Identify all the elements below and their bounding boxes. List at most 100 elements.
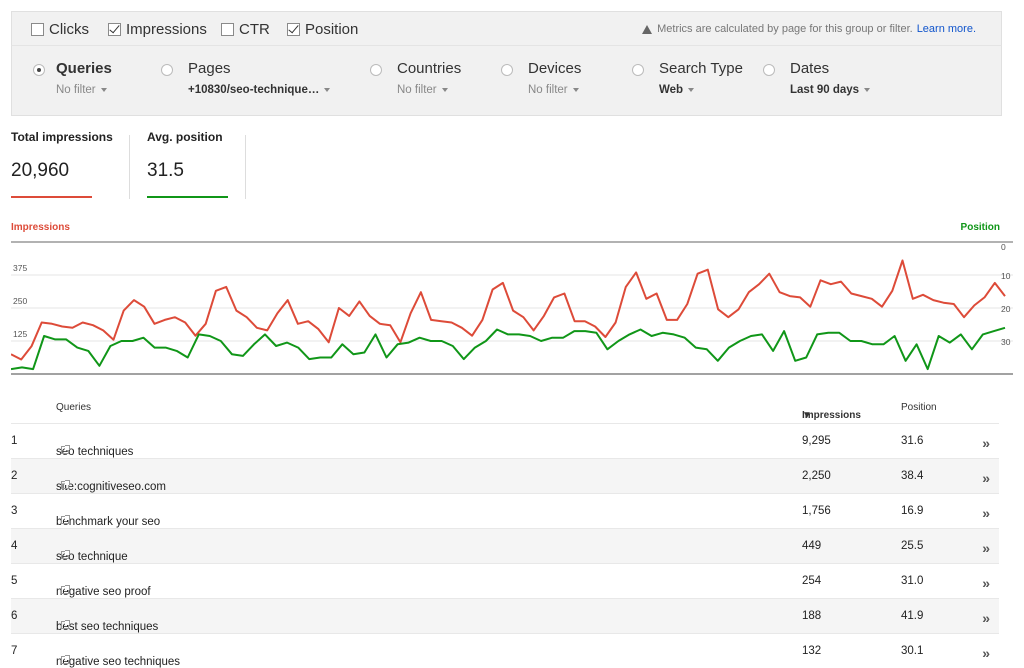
table-row[interactable]: 2 site:cognitiveseo.com 2,250 38.4 » xyxy=(11,459,999,494)
row-impressions: 188 xyxy=(802,610,822,622)
metrics-note-text: Metrics are calculated by page for this … xyxy=(657,23,913,35)
queries-table: Queries Impressions ▼ Position 1 seo techn… xyxy=(0,394,1003,668)
table-row[interactable]: 3 benchmark your seo 1,756 16.9 » xyxy=(11,494,999,529)
row-details-chevron-icon[interactable]: » xyxy=(982,470,990,486)
clicks-checkbox[interactable]: Clicks xyxy=(31,21,89,38)
row-impressions: 1,756 xyxy=(802,505,831,517)
external-link-icon[interactable] xyxy=(61,655,70,664)
left-axis-tick: 125 xyxy=(13,329,27,339)
right-axis-tick: 10 xyxy=(1001,271,1011,281)
chevron-down-icon xyxy=(324,87,331,92)
row-impressions: 254 xyxy=(802,575,822,587)
table-row[interactable]: 6 best seo techniques 188 41.9 » xyxy=(11,599,999,634)
query-text: site:cognitiveseo.com xyxy=(56,481,166,493)
right-axis-tick: 30 xyxy=(1001,337,1011,347)
filter-pages-value[interactable]: +10830/seo-technique… xyxy=(188,84,331,96)
external-link-icon[interactable] xyxy=(61,480,70,489)
filter-value-text: Last 90 days xyxy=(790,84,860,96)
query-text: benchmark your seo xyxy=(56,516,161,528)
sort-desc-icon: ▼ xyxy=(802,410,812,421)
table-row[interactable]: 7 negative seo techniques 132 30.1 » xyxy=(11,634,999,668)
radio-selected-icon[interactable] xyxy=(33,64,45,76)
filter-search-type-label: Search Type xyxy=(659,60,743,77)
row-rank: 3 xyxy=(11,505,18,517)
row-impressions: 132 xyxy=(802,645,822,657)
learn-more-link[interactable]: Learn more. xyxy=(916,23,976,35)
summary-divider xyxy=(129,135,130,199)
row-position: 38.4 xyxy=(901,470,924,482)
chart-left-label: Impressions xyxy=(11,222,70,233)
position-header[interactable]: Position xyxy=(901,402,937,413)
external-link-icon[interactable] xyxy=(61,620,70,629)
row-impressions: 449 xyxy=(802,540,822,552)
left-axis-tick: 250 xyxy=(13,296,27,306)
avg-position-summary[interactable]: Avg. position 31.5 xyxy=(147,130,228,198)
table-row[interactable]: 1 seo techniques 9,295 31.6 » xyxy=(11,424,999,459)
metrics-bar: Clicks Impressions CTR Position Metrics … xyxy=(11,11,1002,46)
clicks-label: Clicks xyxy=(49,21,89,38)
row-details-chevron-icon[interactable]: » xyxy=(982,575,990,591)
table-row[interactable]: 4 seo technique 449 25.5 » xyxy=(11,529,999,564)
left-axis-tick: 375 xyxy=(13,263,27,273)
table-row[interactable]: 5 negative seo proof 254 31.0 » xyxy=(11,564,999,599)
external-link-icon[interactable] xyxy=(61,585,70,594)
impressions-checkbox[interactable]: Impressions xyxy=(108,21,207,38)
row-position: 31.6 xyxy=(901,435,924,447)
filter-search-type-value[interactable]: Web xyxy=(659,84,695,96)
filter-countries-value[interactable]: No filter xyxy=(397,84,448,96)
row-details-chevron-icon[interactable]: » xyxy=(982,645,990,661)
row-details-chevron-icon[interactable]: » xyxy=(982,505,990,521)
row-position: 41.9 xyxy=(901,610,924,622)
row-details-chevron-icon[interactable]: » xyxy=(982,610,990,626)
filter-dates-label: Dates xyxy=(790,60,830,77)
checkbox-checked-icon xyxy=(287,23,300,36)
row-details-chevron-icon[interactable]: » xyxy=(982,540,990,556)
series-line-impressions xyxy=(10,259,1006,361)
filter-queries-value[interactable]: No filter xyxy=(56,84,107,96)
row-position: 30.1 xyxy=(901,645,924,657)
row-rank: 5 xyxy=(11,575,18,587)
position-checkbox[interactable]: Position xyxy=(287,21,358,38)
filter-devices-label: Devices xyxy=(528,60,582,77)
queries-header[interactable]: Queries xyxy=(56,402,92,413)
impressions-label: Impressions xyxy=(126,21,207,38)
filter-countries-label: Countries xyxy=(397,60,462,77)
impressions-underline xyxy=(11,196,92,198)
radio-icon[interactable] xyxy=(501,64,513,76)
row-impressions: 2,250 xyxy=(802,470,831,482)
total-impressions-summary[interactable]: Total impressions 20,960 xyxy=(11,130,113,198)
radio-icon[interactable] xyxy=(632,64,644,76)
chevron-down-icon xyxy=(441,87,448,92)
chart-right-label: Position xyxy=(960,222,1000,233)
radio-icon[interactable] xyxy=(370,64,382,76)
ctr-label: CTR xyxy=(239,21,270,38)
query-text: negative seo proof xyxy=(56,586,151,598)
external-link-icon[interactable] xyxy=(61,550,70,559)
row-position: 16.9 xyxy=(901,505,924,517)
chevron-down-icon xyxy=(100,87,107,92)
row-impressions: 9,295 xyxy=(802,435,831,447)
avg-position-title: Avg. position xyxy=(147,130,223,144)
total-impressions-value: 20,960 xyxy=(11,160,70,181)
summary-divider xyxy=(245,135,246,199)
checkbox-checked-icon xyxy=(108,23,121,36)
external-link-icon[interactable] xyxy=(61,445,70,454)
external-link-icon[interactable] xyxy=(61,515,70,524)
query-text: best seo techniques xyxy=(56,621,159,633)
filter-pages-label: Pages xyxy=(188,60,231,77)
row-details-chevron-icon[interactable]: » xyxy=(982,435,990,451)
filters-bar: Queries No filter Pages +10830/seo-techn… xyxy=(11,46,1002,116)
radio-icon[interactable] xyxy=(763,64,775,76)
right-axis-tick: 20 xyxy=(1001,304,1011,314)
radio-icon[interactable] xyxy=(161,64,173,76)
avg-position-value: 31.5 xyxy=(147,160,184,181)
checkbox-icon xyxy=(221,23,234,36)
filter-value-text: No filter xyxy=(397,84,437,96)
chevron-down-icon xyxy=(688,87,695,92)
filter-devices-value[interactable]: No filter xyxy=(528,84,579,96)
checkbox-icon xyxy=(31,23,44,36)
filter-dates-value[interactable]: Last 90 days xyxy=(790,84,871,96)
ctr-checkbox[interactable]: CTR xyxy=(221,21,270,38)
filter-value-text: No filter xyxy=(56,84,96,96)
impressions-header-label: Impressions xyxy=(802,410,861,421)
